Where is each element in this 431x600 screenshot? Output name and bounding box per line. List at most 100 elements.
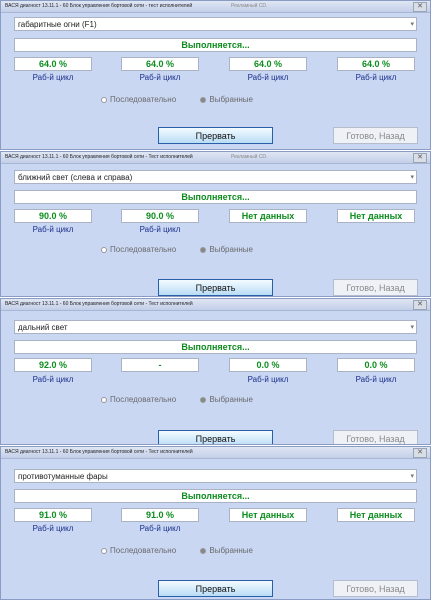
close-icon[interactable]: ✕ <box>413 300 427 310</box>
value-caption-3 <box>229 225 307 235</box>
radio-selected-label: Выбранные <box>209 546 253 555</box>
value-field-3: 0.0 % <box>229 358 307 372</box>
radio-dot-icon <box>200 96 207 103</box>
status-field: Выполняется... <box>14 489 417 503</box>
radio-dot-icon <box>200 246 207 253</box>
value-field-3: Нет данных <box>229 209 307 223</box>
window-title-extra: Рекламный CD. <box>231 154 268 160</box>
mode-radio-group: Последовательно Выбранные <box>101 395 275 405</box>
radio-sequential-label: Последовательно <box>110 546 177 555</box>
radio-selected-label: Выбранные <box>209 245 253 254</box>
value-field-3: Нет данных <box>229 508 307 522</box>
value-field-4: 64.0 % <box>337 57 415 71</box>
radio-sequential-label: Последовательно <box>110 395 177 404</box>
value-field-2: 91.0 % <box>121 508 199 522</box>
test-window-4: ВАСЯ диагност 13.11.1 - 60 Блок управлен… <box>0 446 431 600</box>
value-caption-1: Раб-й цикл <box>32 73 74 82</box>
done-back-button[interactable]: Готово, Назад <box>333 580 418 597</box>
value-caption-4 <box>337 225 415 235</box>
radio-sequential-label: Последовательно <box>110 245 177 254</box>
mode-radio-group: Последовательно Выбранные <box>101 95 275 105</box>
status-field: Выполняется... <box>14 190 417 204</box>
value-field-3: 64.0 % <box>229 57 307 71</box>
function-select-value: противотуманные фары <box>18 472 108 481</box>
test-window-2: ВАСЯ диагност 13.11.1 - 60 Блок управлен… <box>0 151 431 297</box>
radio-selected[interactable]: Выбранные <box>200 95 253 104</box>
stop-button[interactable]: Прервать <box>158 430 273 444</box>
value-caption-1: Раб-й цикл <box>32 524 74 533</box>
done-back-button[interactable]: Готово, Назад <box>333 430 418 444</box>
value-field-2: 90.0 % <box>121 209 199 223</box>
value-field-4: Нет данных <box>337 508 415 522</box>
radio-dot-icon <box>200 547 207 554</box>
function-select[interactable]: противотуманные фары ▾ <box>14 469 417 483</box>
function-select[interactable]: дальний свет ▾ <box>14 320 417 334</box>
value-caption-4: Раб-й цикл <box>355 73 397 82</box>
window-title: ВАСЯ диагност 13.11.1 - 60 Блок управлен… <box>5 449 193 455</box>
value-field-2: 64.0 % <box>121 57 199 71</box>
radio-dot-icon <box>101 396 107 403</box>
stop-button[interactable]: Прервать <box>158 127 273 144</box>
value-caption-2: Раб-й цикл <box>139 73 181 82</box>
radio-selected[interactable]: Выбранные <box>200 546 253 555</box>
value-field-1: 90.0 % <box>14 209 92 223</box>
value-caption-2 <box>121 375 199 385</box>
value-field-4: Нет данных <box>337 209 415 223</box>
function-select-value: ближний свет (слева и справа) <box>18 173 133 182</box>
radio-selected-label: Выбранные <box>209 395 253 404</box>
chevron-down-icon[interactable]: ▾ <box>410 473 414 480</box>
value-caption-1: Раб-й цикл <box>32 375 74 384</box>
status-field: Выполняется... <box>14 38 417 52</box>
window-title-extra: Рекламный CD. <box>231 3 268 9</box>
value-caption-4: Раб-й цикл <box>355 375 397 384</box>
value-field-2: - <box>121 358 199 372</box>
value-caption-2: Раб-й цикл <box>139 225 181 234</box>
status-field: Выполняется... <box>14 340 417 354</box>
radio-sequential[interactable]: Последовательно <box>101 546 176 555</box>
close-icon[interactable]: ✕ <box>413 2 427 12</box>
function-select[interactable]: ближний свет (слева и справа) ▾ <box>14 170 417 184</box>
radio-dot-icon <box>101 96 107 103</box>
test-window-1: ВАСЯ диагност 13.11.1 - 60 Блок управлен… <box>0 0 431 150</box>
chevron-down-icon[interactable]: ▾ <box>410 21 414 28</box>
window-title: ВАСЯ диагност 13.11.1 - 60 Блок управлен… <box>5 154 193 160</box>
value-caption-2: Раб-й цикл <box>139 524 181 533</box>
title-bar: ВАСЯ диагност 13.11.1 - 60 Блок управлен… <box>1 152 430 164</box>
test-window-3: ВАСЯ диагност 13.11.1 - 60 Блок управлен… <box>0 298 431 445</box>
radio-sequential[interactable]: Последовательно <box>101 95 176 104</box>
value-caption-3 <box>229 524 307 534</box>
done-back-button[interactable]: Готово, Назад <box>333 279 418 296</box>
radio-selected-label: Выбранные <box>209 95 253 104</box>
title-bar: ВАСЯ диагност 13.11.1 - 60 Блок управлен… <box>1 299 430 311</box>
radio-sequential-label: Последовательно <box>110 95 177 104</box>
mode-radio-group: Последовательно Выбранные <box>101 245 275 255</box>
mode-radio-group: Последовательно Выбранные <box>101 546 275 556</box>
stop-button[interactable]: Прервать <box>158 580 273 597</box>
value-caption-4 <box>337 524 415 534</box>
title-bar: ВАСЯ диагност 13.11.1 - 60 Блок управлен… <box>1 447 430 459</box>
value-caption-1: Раб-й цикл <box>32 225 74 234</box>
stop-button[interactable]: Прервать <box>158 279 273 296</box>
value-field-1: 91.0 % <box>14 508 92 522</box>
radio-selected[interactable]: Выбранные <box>200 245 253 254</box>
radio-dot-icon <box>101 547 107 554</box>
radio-sequential[interactable]: Последовательно <box>101 245 176 254</box>
radio-dot-icon <box>101 246 107 253</box>
value-field-1: 92.0 % <box>14 358 92 372</box>
value-field-4: 0.0 % <box>337 358 415 372</box>
close-icon[interactable]: ✕ <box>413 448 427 458</box>
done-back-button[interactable]: Готово, Назад <box>333 127 418 144</box>
function-select-value: дальний свет <box>18 323 68 332</box>
radio-dot-icon <box>200 396 207 403</box>
function-select[interactable]: габаритные огни (F1) ▾ <box>14 17 417 31</box>
radio-sequential[interactable]: Последовательно <box>101 395 176 404</box>
chevron-down-icon[interactable]: ▾ <box>410 174 414 181</box>
value-caption-3: Раб-й цикл <box>247 375 289 384</box>
value-field-1: 64.0 % <box>14 57 92 71</box>
function-select-value: габаритные огни (F1) <box>18 20 97 29</box>
title-bar: ВАСЯ диагност 13.11.1 - 60 Блок управлен… <box>1 1 430 13</box>
chevron-down-icon[interactable]: ▾ <box>410 324 414 331</box>
value-caption-3: Раб-й цикл <box>247 73 289 82</box>
radio-selected[interactable]: Выбранные <box>200 395 253 404</box>
close-icon[interactable]: ✕ <box>413 153 427 163</box>
